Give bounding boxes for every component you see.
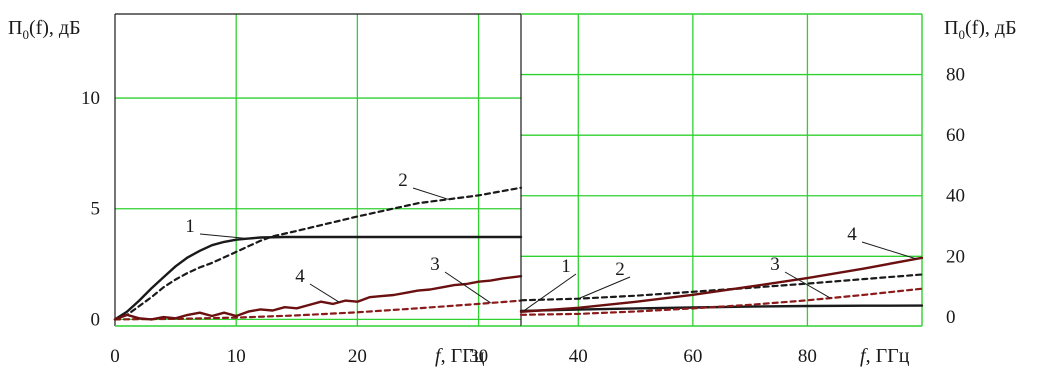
- callout-leader: [523, 273, 577, 312]
- left-y-label-rest: (f), дБ: [29, 17, 81, 39]
- right-x-axis-label: f, ГГц: [860, 345, 910, 367]
- right-y-axis-label: П0(f), дБ: [944, 17, 1017, 42]
- callout-label: 3: [770, 254, 780, 275]
- x-tick-label: 40: [569, 346, 588, 367]
- right-y-label-sub: 0: [958, 27, 965, 42]
- y-tick-label: 40: [946, 186, 965, 207]
- x-tick-label: 20: [348, 346, 367, 367]
- callout-label: 2: [398, 170, 408, 191]
- callout-leader: [784, 271, 831, 299]
- left-callouts: 1 2 3 4: [185, 170, 491, 304]
- left-series: [113, 186, 523, 321]
- right-y-label-rest: (f), дБ: [965, 17, 1017, 39]
- right-y-label-main: П: [944, 17, 958, 39]
- series-line-2: [519, 273, 924, 302]
- right-grid: [521, 14, 922, 326]
- series-line-3: [519, 287, 924, 316]
- x-tick-label: 60: [683, 346, 702, 367]
- x-tick-label: 0: [110, 346, 120, 367]
- y-tick-label: 10: [81, 88, 100, 109]
- left-x-axis-label: f, ГГц: [435, 345, 485, 367]
- callout-leader: [199, 233, 249, 240]
- left-x-label-var: f: [435, 345, 443, 367]
- left-tick-labels: 0 5 10 0 10 20 30: [81, 88, 488, 367]
- left-x-label-unit: , ГГц: [441, 345, 485, 367]
- callout-label: 3: [430, 254, 440, 275]
- callout-label: 2: [615, 259, 625, 280]
- right-callouts: 1 2 3 4: [523, 224, 917, 312]
- y-tick-label: 0: [946, 307, 956, 328]
- x-tick-label: 30: [469, 346, 488, 367]
- right-series: [519, 256, 924, 316]
- callout-leader: [309, 283, 340, 303]
- left-y-label-sub: 0: [22, 27, 29, 42]
- right-x-label-unit: , ГГц: [866, 345, 910, 367]
- y-tick-label: 0: [91, 309, 101, 330]
- y-tick-label: 20: [946, 246, 965, 267]
- callout-leader: [444, 271, 491, 304]
- x-tick-label: 80: [798, 346, 817, 367]
- callout-label: 1: [561, 256, 571, 277]
- series-line-1: [113, 235, 523, 321]
- series-line-4: [113, 275, 523, 321]
- callout-label: 4: [847, 224, 857, 245]
- callout-leader: [861, 241, 917, 260]
- series-line-4: [519, 256, 924, 313]
- series-line-2: [113, 186, 523, 321]
- callout-label: 1: [185, 216, 195, 237]
- right-x-label-var: f: [860, 345, 868, 367]
- series-line-3: [113, 299, 523, 321]
- x-tick-label: 10: [227, 346, 246, 367]
- y-tick-label: 60: [946, 125, 965, 146]
- callout-label: 4: [295, 266, 305, 287]
- y-tick-label: 80: [946, 65, 965, 86]
- callout-leader: [412, 187, 449, 200]
- callout-leader: [578, 276, 631, 300]
- left-y-axis-label: П0(f), дБ: [8, 17, 81, 42]
- y-tick-label: 5: [91, 199, 101, 220]
- right-tick-labels: 0 20 40 60 80 40 60 80: [569, 65, 965, 367]
- left-y-label-main: П: [8, 17, 22, 39]
